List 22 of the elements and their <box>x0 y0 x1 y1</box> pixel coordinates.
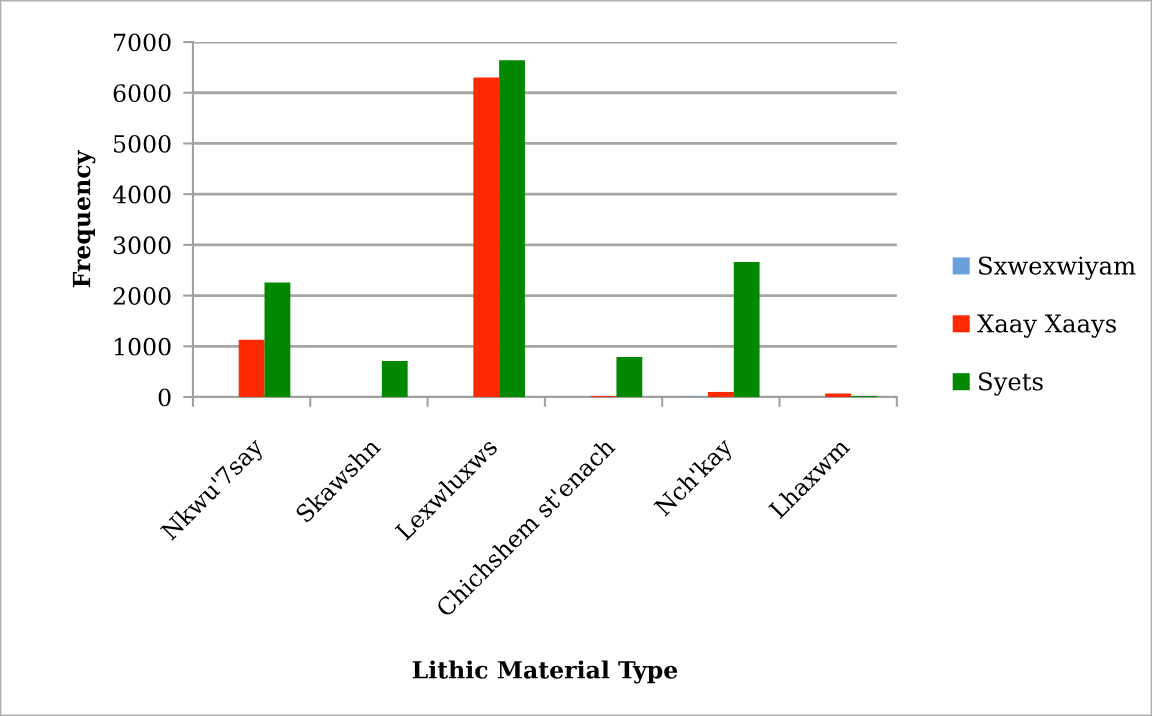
bar <box>499 60 525 398</box>
bar <box>825 393 852 398</box>
y-tick-label: 3000 <box>113 236 171 255</box>
bar <box>264 282 291 398</box>
y-tick-label: 6000 <box>113 84 171 103</box>
x-axis-title: Lithic Material Type <box>412 660 678 684</box>
bar <box>707 391 734 398</box>
bar <box>381 361 408 398</box>
legend-label: Syets <box>979 372 1043 396</box>
legend-label: Sxwexwiyam <box>979 256 1136 280</box>
bar <box>238 339 265 398</box>
bar <box>733 262 760 398</box>
y-tick-label: 1000 <box>114 337 171 356</box>
y-tick-label: 5000 <box>114 134 171 153</box>
y-tick-label: 4000 <box>112 185 171 204</box>
y-tick-label: 0 <box>158 388 171 407</box>
y-tick-label: 2000 <box>113 287 171 305</box>
bar <box>473 77 500 398</box>
legend-label: Xaay Xaays <box>977 314 1116 338</box>
bar <box>616 356 643 398</box>
y-axis-title: Frequency <box>72 150 96 288</box>
y-tick-label: 7000 <box>114 33 171 52</box>
